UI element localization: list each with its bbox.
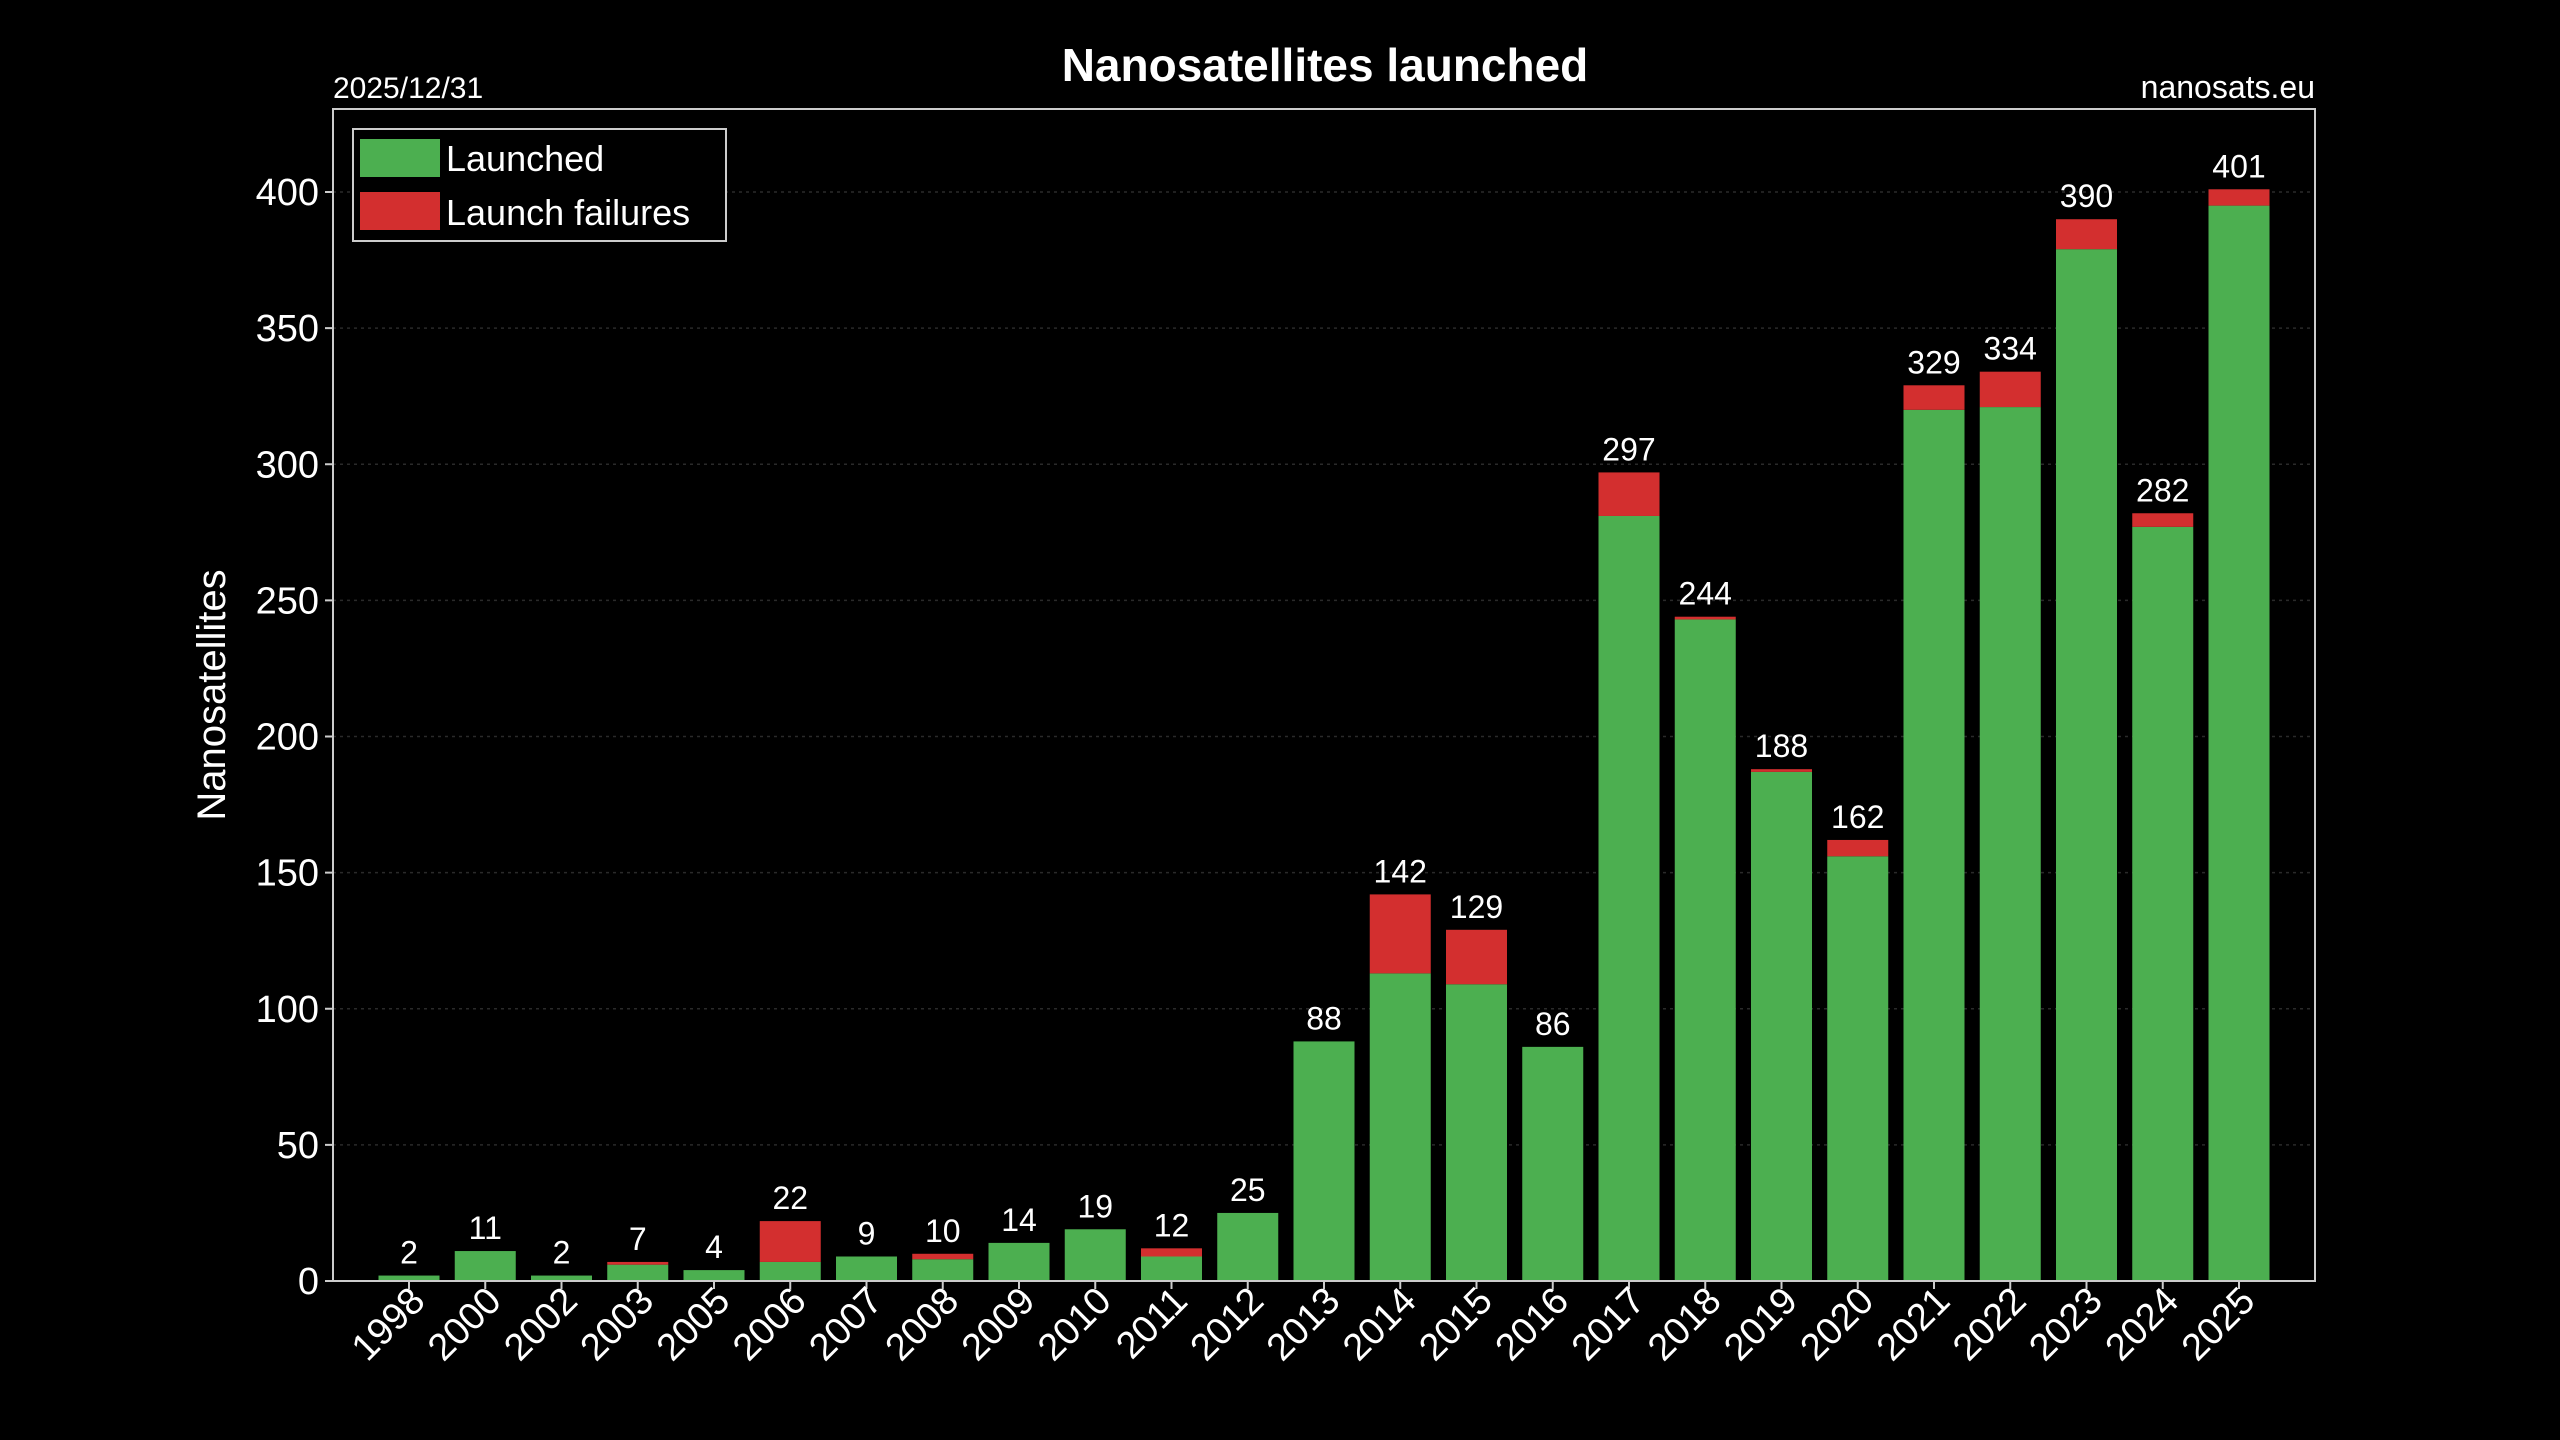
bar-launched	[531, 1275, 592, 1281]
bar-launched	[378, 1275, 440, 1281]
bar-launch-failures	[1903, 385, 1965, 410]
bar-launched	[2056, 249, 2117, 1282]
bar-launched	[988, 1242, 1050, 1281]
bar-total-label: 244	[1679, 576, 1732, 612]
bar-total-label: 7	[629, 1221, 647, 1257]
bar-launched	[1751, 771, 1812, 1281]
bar-launched	[1598, 515, 1660, 1281]
bar-total-label: 9	[858, 1215, 876, 1251]
bar-total-label: 2	[553, 1235, 571, 1271]
bar-launched	[759, 1261, 821, 1281]
bar-total-label: 2	[400, 1235, 418, 1271]
bar-total-label: 282	[2136, 472, 2189, 508]
bar-total-label: 11	[469, 1210, 502, 1246]
bar-launched	[683, 1270, 745, 1281]
y-tick-label: 250	[256, 580, 319, 622]
bar-launch-failures	[2056, 219, 2117, 250]
bar-launch-failures	[1979, 371, 2041, 408]
bars	[378, 189, 2270, 1282]
bar-launched	[836, 1256, 897, 1281]
chart-title: Nanosatellites launched	[1062, 39, 1589, 91]
y-axis-ticks: 0 50 100 150 200 250 300 350 400	[256, 172, 333, 1303]
bar-launch-failures	[1369, 894, 1431, 974]
bar-total-label: 14	[1001, 1202, 1037, 1238]
y-tick-label: 400	[256, 172, 319, 214]
plot-frame	[332, 108, 2316, 1282]
bar-total-label: 19	[1077, 1188, 1113, 1224]
bar-launched	[1141, 1256, 1202, 1281]
bar-launch-failures	[1751, 769, 1812, 772]
y-tick-label: 150	[256, 853, 319, 895]
bar-launched	[2208, 205, 2270, 1281]
bar-launched	[1674, 619, 1736, 1281]
bar-total-label: 390	[2060, 178, 2113, 214]
bar-total-label: 334	[1984, 331, 2037, 367]
bar-launch-failures	[1827, 839, 1889, 857]
y-tick-label: 300	[256, 444, 319, 486]
bar-total-label: 297	[1602, 431, 1655, 467]
bar-total-label: 142	[1374, 853, 1427, 889]
y-axis-label: Nanosatellites	[190, 569, 234, 820]
bar-total-label: 188	[1755, 728, 1808, 764]
bar-launched	[454, 1251, 516, 1281]
bar-launched	[1293, 1041, 1355, 1281]
bar-launch-failures	[2132, 513, 2194, 527]
bar-launch-failures	[1141, 1248, 1202, 1257]
bar-launch-failures	[912, 1253, 974, 1260]
legend-swatch-launch-failures	[360, 192, 440, 230]
bar-total-label: 4	[705, 1229, 723, 1265]
legend-label-launched: Launched	[446, 138, 604, 179]
date-label: 2025/12/31	[333, 72, 483, 105]
bar-launched	[1217, 1212, 1279, 1281]
source-label: nanosats.eu	[2141, 69, 2315, 105]
bar-total-label: 12	[1154, 1207, 1190, 1243]
bar-total-label: 22	[772, 1180, 808, 1216]
bar-total-label: 329	[1907, 344, 1960, 380]
bar-total-label: 162	[1831, 799, 1884, 835]
y-tick-label: 350	[256, 308, 319, 350]
y-tick-label: 0	[298, 1261, 319, 1303]
bar-launched	[1522, 1046, 1584, 1281]
bar-launched	[607, 1264, 669, 1281]
legend: Launched Launch failures	[352, 128, 727, 242]
bar-launched	[912, 1259, 974, 1281]
y-tick-label: 50	[277, 1125, 319, 1167]
bar-launched	[1064, 1229, 1126, 1281]
bar-launch-failures	[1598, 472, 1660, 516]
bar-launched	[1446, 984, 1507, 1281]
bar-total-label: 10	[925, 1213, 961, 1249]
y-tick-label: 100	[256, 989, 319, 1031]
bar-launched	[1903, 409, 1965, 1281]
bar-launched	[2132, 526, 2194, 1281]
legend-swatch-launched	[360, 139, 440, 177]
bar-total-labels: 2 11 2 7 4 22 9 10 14 19 12 25 88 142 129 86 297 244 188 16…	[400, 148, 2266, 1270]
bar-launched	[1979, 407, 2041, 1281]
bar-total-label: 129	[1450, 889, 1503, 925]
bar-launch-failures	[759, 1221, 821, 1262]
bar-launch-failures	[1674, 616, 1736, 620]
bar-launched	[1369, 973, 1431, 1281]
bar-total-label: 88	[1306, 1000, 1342, 1036]
bar-launch-failures	[1446, 929, 1507, 985]
bar-total-label: 86	[1535, 1006, 1571, 1042]
legend-label-launch-failures: Launch failures	[446, 192, 690, 233]
bar-launched	[1827, 856, 1889, 1281]
bar-total-label: 401	[2212, 148, 2265, 184]
bar-launch-failures	[607, 1261, 669, 1265]
bar-launch-failures	[2208, 189, 2270, 206]
y-tick-label: 200	[256, 717, 319, 759]
bar-total-label: 25	[1230, 1172, 1266, 1208]
